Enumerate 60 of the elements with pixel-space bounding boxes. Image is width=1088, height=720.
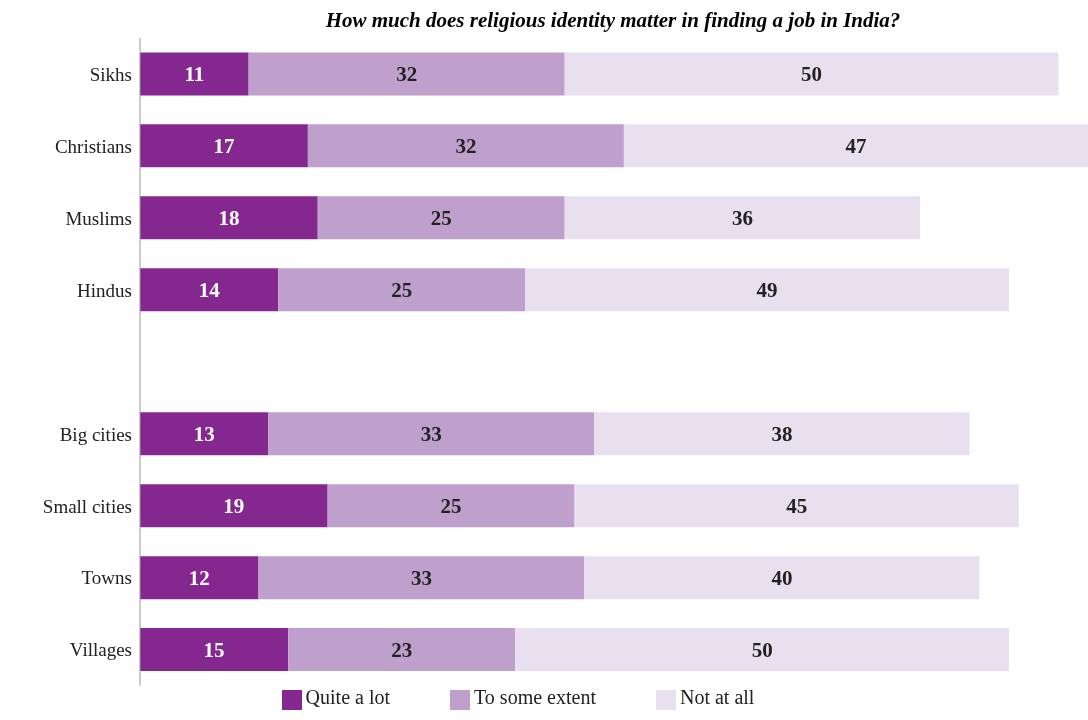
data-label: 32 (396, 62, 418, 87)
bar (140, 556, 259, 600)
bar (140, 412, 269, 456)
data-label: 36 (731, 206, 753, 231)
bar (594, 412, 970, 456)
data-label: 49 (756, 278, 778, 303)
bar (258, 556, 585, 600)
bar (140, 52, 249, 96)
bar (307, 124, 624, 168)
y-tick-label: Big cities (59, 423, 132, 445)
data-label: 14 (198, 278, 221, 303)
data-label: 12 (188, 566, 210, 591)
legend-label: To some extent (474, 685, 596, 708)
data-label: 25 (391, 278, 413, 303)
y-tick-label: Villages (69, 639, 132, 661)
y-tick-label: Towns (81, 567, 132, 589)
bar (317, 196, 565, 240)
legend-label: Quite a lot (305, 685, 391, 708)
legend-label: Not at all (679, 685, 755, 708)
data-label: 23 (391, 638, 413, 663)
bar (574, 484, 1019, 528)
data-label: 45 (786, 494, 808, 519)
bar (515, 628, 1009, 672)
bar (140, 484, 328, 528)
bar (140, 628, 289, 672)
bar (564, 52, 1059, 96)
data-label: 47 (845, 134, 867, 159)
bar (525, 268, 1009, 312)
bar (140, 268, 279, 312)
data-label: 17 (213, 134, 235, 159)
bar (278, 268, 526, 312)
y-tick-label: Small cities (42, 495, 132, 517)
y-tick-label: Christians (54, 135, 132, 157)
y-tick-label: Sikhs (89, 63, 132, 85)
data-label: 50 (801, 62, 822, 87)
data-label: 33 (410, 566, 432, 591)
data-label: 38 (771, 422, 793, 447)
y-tick-label: Muslims (65, 207, 132, 229)
data-label: 13 (193, 422, 215, 447)
data-label: 50 (751, 638, 773, 663)
bar (584, 556, 980, 600)
data-label: 33 (420, 422, 442, 447)
bar (248, 52, 565, 96)
y-tick-label: Hindus (77, 279, 132, 301)
bar (327, 484, 575, 528)
bar (140, 124, 308, 168)
data-label: 18 (218, 206, 240, 231)
data-label: 15 (203, 638, 225, 663)
data-label: 19 (223, 494, 245, 519)
bar (564, 196, 921, 240)
bar (623, 124, 1088, 168)
data-label: 32 (455, 134, 477, 159)
data-label: 40 (771, 566, 793, 591)
data-label: 11 (184, 62, 205, 87)
chart-title: How much does religious identity matter in finding a job in India? (324, 8, 902, 34)
data-label: 25 (440, 494, 462, 519)
bar (140, 196, 318, 240)
bar (288, 628, 516, 672)
bar (268, 412, 595, 456)
data-label: 25 (430, 206, 452, 231)
